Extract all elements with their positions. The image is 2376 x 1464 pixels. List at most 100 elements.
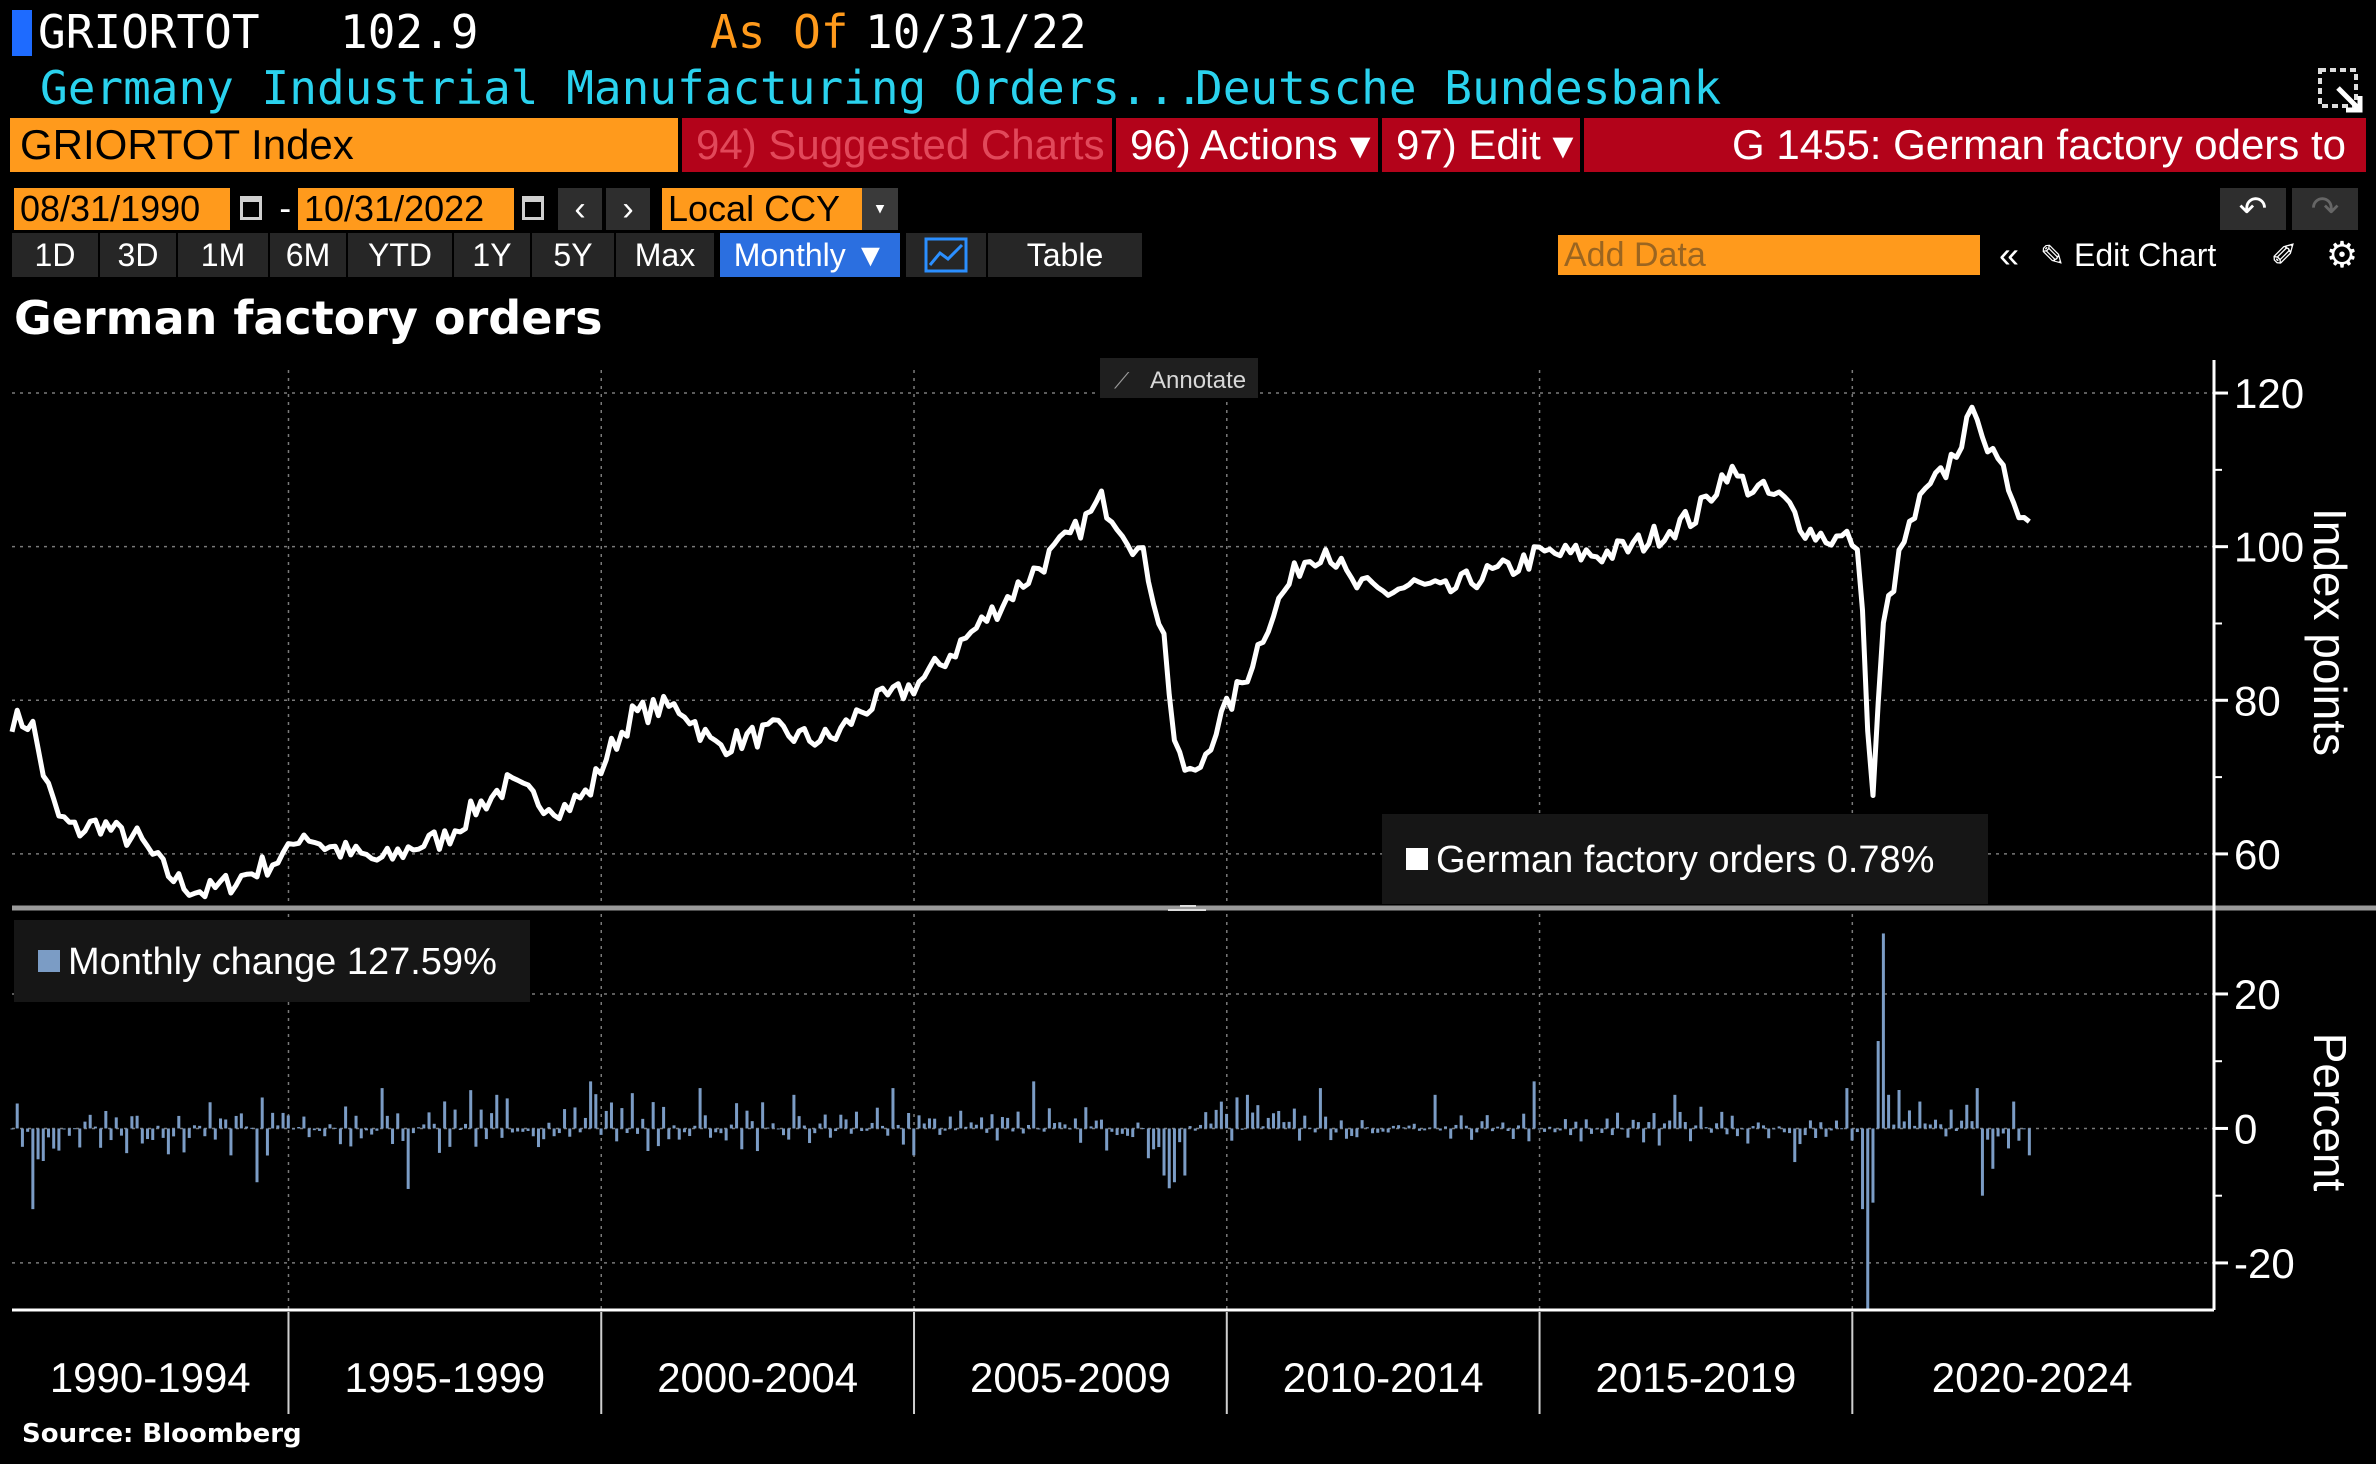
bar — [1417, 1128, 1421, 1131]
bar — [948, 1116, 952, 1129]
bar — [1558, 1128, 1562, 1131]
currency-dropdown-icon[interactable]: ▾ — [862, 188, 898, 230]
bar — [943, 1128, 947, 1131]
bar — [1741, 1128, 1745, 1130]
add-data-input[interactable]: Add Data — [1558, 235, 1980, 275]
chart-area: 60 80 100 120 -20 0 20 1990-1994 1995-1999 2000-2… — [9, 358, 2376, 1414]
annotate-button[interactable]: ⟋ Annotate — [1100, 358, 1258, 398]
bar — [1761, 1125, 1765, 1129]
date-range-bar: 08/31/1990 - 10/31/2022 ‹ › Local CCY ▾ … — [0, 186, 2376, 232]
bar — [969, 1122, 973, 1129]
bar — [93, 1126, 97, 1129]
bar — [1965, 1104, 1969, 1129]
actions-menu[interactable]: 96) Actions ▾ — [1116, 118, 1378, 172]
next-period-button[interactable]: › — [606, 188, 650, 230]
bar — [1209, 1123, 1213, 1129]
start-date-input[interactable]: 08/31/1990 — [14, 188, 230, 230]
bar — [354, 1115, 358, 1129]
collapse-icon[interactable]: « — [1988, 233, 2030, 277]
chart-name-field[interactable]: G 1455: German factory oders to — [1584, 118, 2366, 172]
bar — [1704, 1127, 1708, 1129]
tab-6m[interactable]: 6M — [270, 233, 346, 277]
bar — [1610, 1128, 1614, 1136]
bar — [677, 1128, 681, 1140]
bar — [1553, 1128, 1557, 1133]
bar — [849, 1128, 853, 1134]
redo-button[interactable]: ↷ — [2292, 188, 2358, 230]
gear-icon[interactable]: ⚙ — [2320, 233, 2364, 277]
bar — [281, 1112, 285, 1129]
bar — [1636, 1122, 1640, 1129]
tab-1d[interactable]: 1D — [12, 233, 98, 277]
bar — [719, 1128, 723, 1134]
tab-max[interactable]: Max — [616, 233, 714, 277]
end-date-input[interactable]: 10/31/2022 — [298, 188, 514, 230]
bar — [448, 1128, 452, 1147]
bar — [667, 1128, 671, 1140]
bar — [1715, 1123, 1719, 1129]
undo-button[interactable]: ↶ — [2220, 188, 2286, 230]
bar — [1475, 1128, 1479, 1133]
bar — [1376, 1128, 1380, 1133]
bar — [1271, 1113, 1275, 1129]
bar — [531, 1128, 535, 1137]
bar — [797, 1116, 801, 1129]
tab-3d[interactable]: 3D — [100, 233, 176, 277]
axes: 60 80 100 120 -20 0 20 1990-1994 1995-1999 2000-2… — [12, 360, 2304, 1414]
bar — [380, 1088, 384, 1129]
bar — [203, 1128, 207, 1137]
calendar-icon[interactable] — [522, 196, 544, 220]
bar — [1115, 1128, 1119, 1136]
popout-icon[interactable] — [2316, 66, 2366, 116]
table-button[interactable]: Table — [988, 233, 1142, 277]
edit-menu[interactable]: 97) Edit ▾ — [1382, 118, 1580, 172]
x-group-label: 2020-2024 — [1932, 1354, 2133, 1401]
chart-title: German factory orders — [14, 291, 603, 345]
bar — [1073, 1118, 1077, 1129]
legend-swatch-blue — [38, 950, 60, 972]
edit-chart-button[interactable]: ✎ Edit Chart — [2040, 233, 2250, 277]
bar — [1178, 1128, 1182, 1143]
bar — [745, 1110, 749, 1129]
bar — [484, 1128, 488, 1140]
line-legend: German factory orders 0.78% — [1382, 814, 1988, 904]
bar — [1251, 1112, 1255, 1129]
bar — [1188, 1126, 1192, 1129]
tab-5y[interactable]: 5Y — [532, 233, 614, 277]
bar — [119, 1128, 123, 1136]
chart-type-button[interactable] — [906, 233, 986, 277]
x-group-label: 2015-2019 — [1596, 1354, 1797, 1401]
bar — [2027, 1128, 2031, 1156]
bar — [1788, 1128, 1792, 1134]
bar — [464, 1123, 468, 1129]
bar — [1381, 1128, 1385, 1132]
tab-1m[interactable]: 1M — [178, 233, 268, 277]
bar — [2022, 1128, 2026, 1130]
bar — [552, 1128, 556, 1137]
bar — [1819, 1122, 1823, 1129]
tab-1y[interactable]: 1Y — [454, 233, 530, 277]
bar — [933, 1118, 937, 1129]
bar — [1089, 1126, 1093, 1129]
prev-period-button[interactable]: ‹ — [558, 188, 602, 230]
security-field[interactable]: GRIORTOT Index — [10, 118, 678, 172]
bar — [1292, 1108, 1296, 1129]
tab-ytd[interactable]: YTD — [348, 233, 452, 277]
bar — [505, 1098, 509, 1129]
bar — [1464, 1125, 1468, 1129]
chart-edit-icon[interactable]: ✐ — [2262, 233, 2306, 277]
x-group-label: 1995-1999 — [344, 1354, 545, 1401]
suggested-charts-button[interactable]: 94) Suggested Charts — [682, 118, 1112, 172]
bar — [1204, 1112, 1208, 1129]
currency-select[interactable]: Local CCY — [662, 188, 862, 230]
bar — [1772, 1128, 1776, 1130]
bar — [1193, 1128, 1197, 1131]
calendar-icon[interactable] — [240, 196, 262, 220]
bar — [1355, 1128, 1359, 1138]
bar — [2001, 1128, 2005, 1134]
bar — [844, 1119, 848, 1129]
frequency-select[interactable]: Monthly ▼ — [720, 233, 900, 277]
bar — [688, 1128, 692, 1137]
y-tick-label: 0 — [2234, 1105, 2257, 1152]
bar — [427, 1112, 431, 1129]
